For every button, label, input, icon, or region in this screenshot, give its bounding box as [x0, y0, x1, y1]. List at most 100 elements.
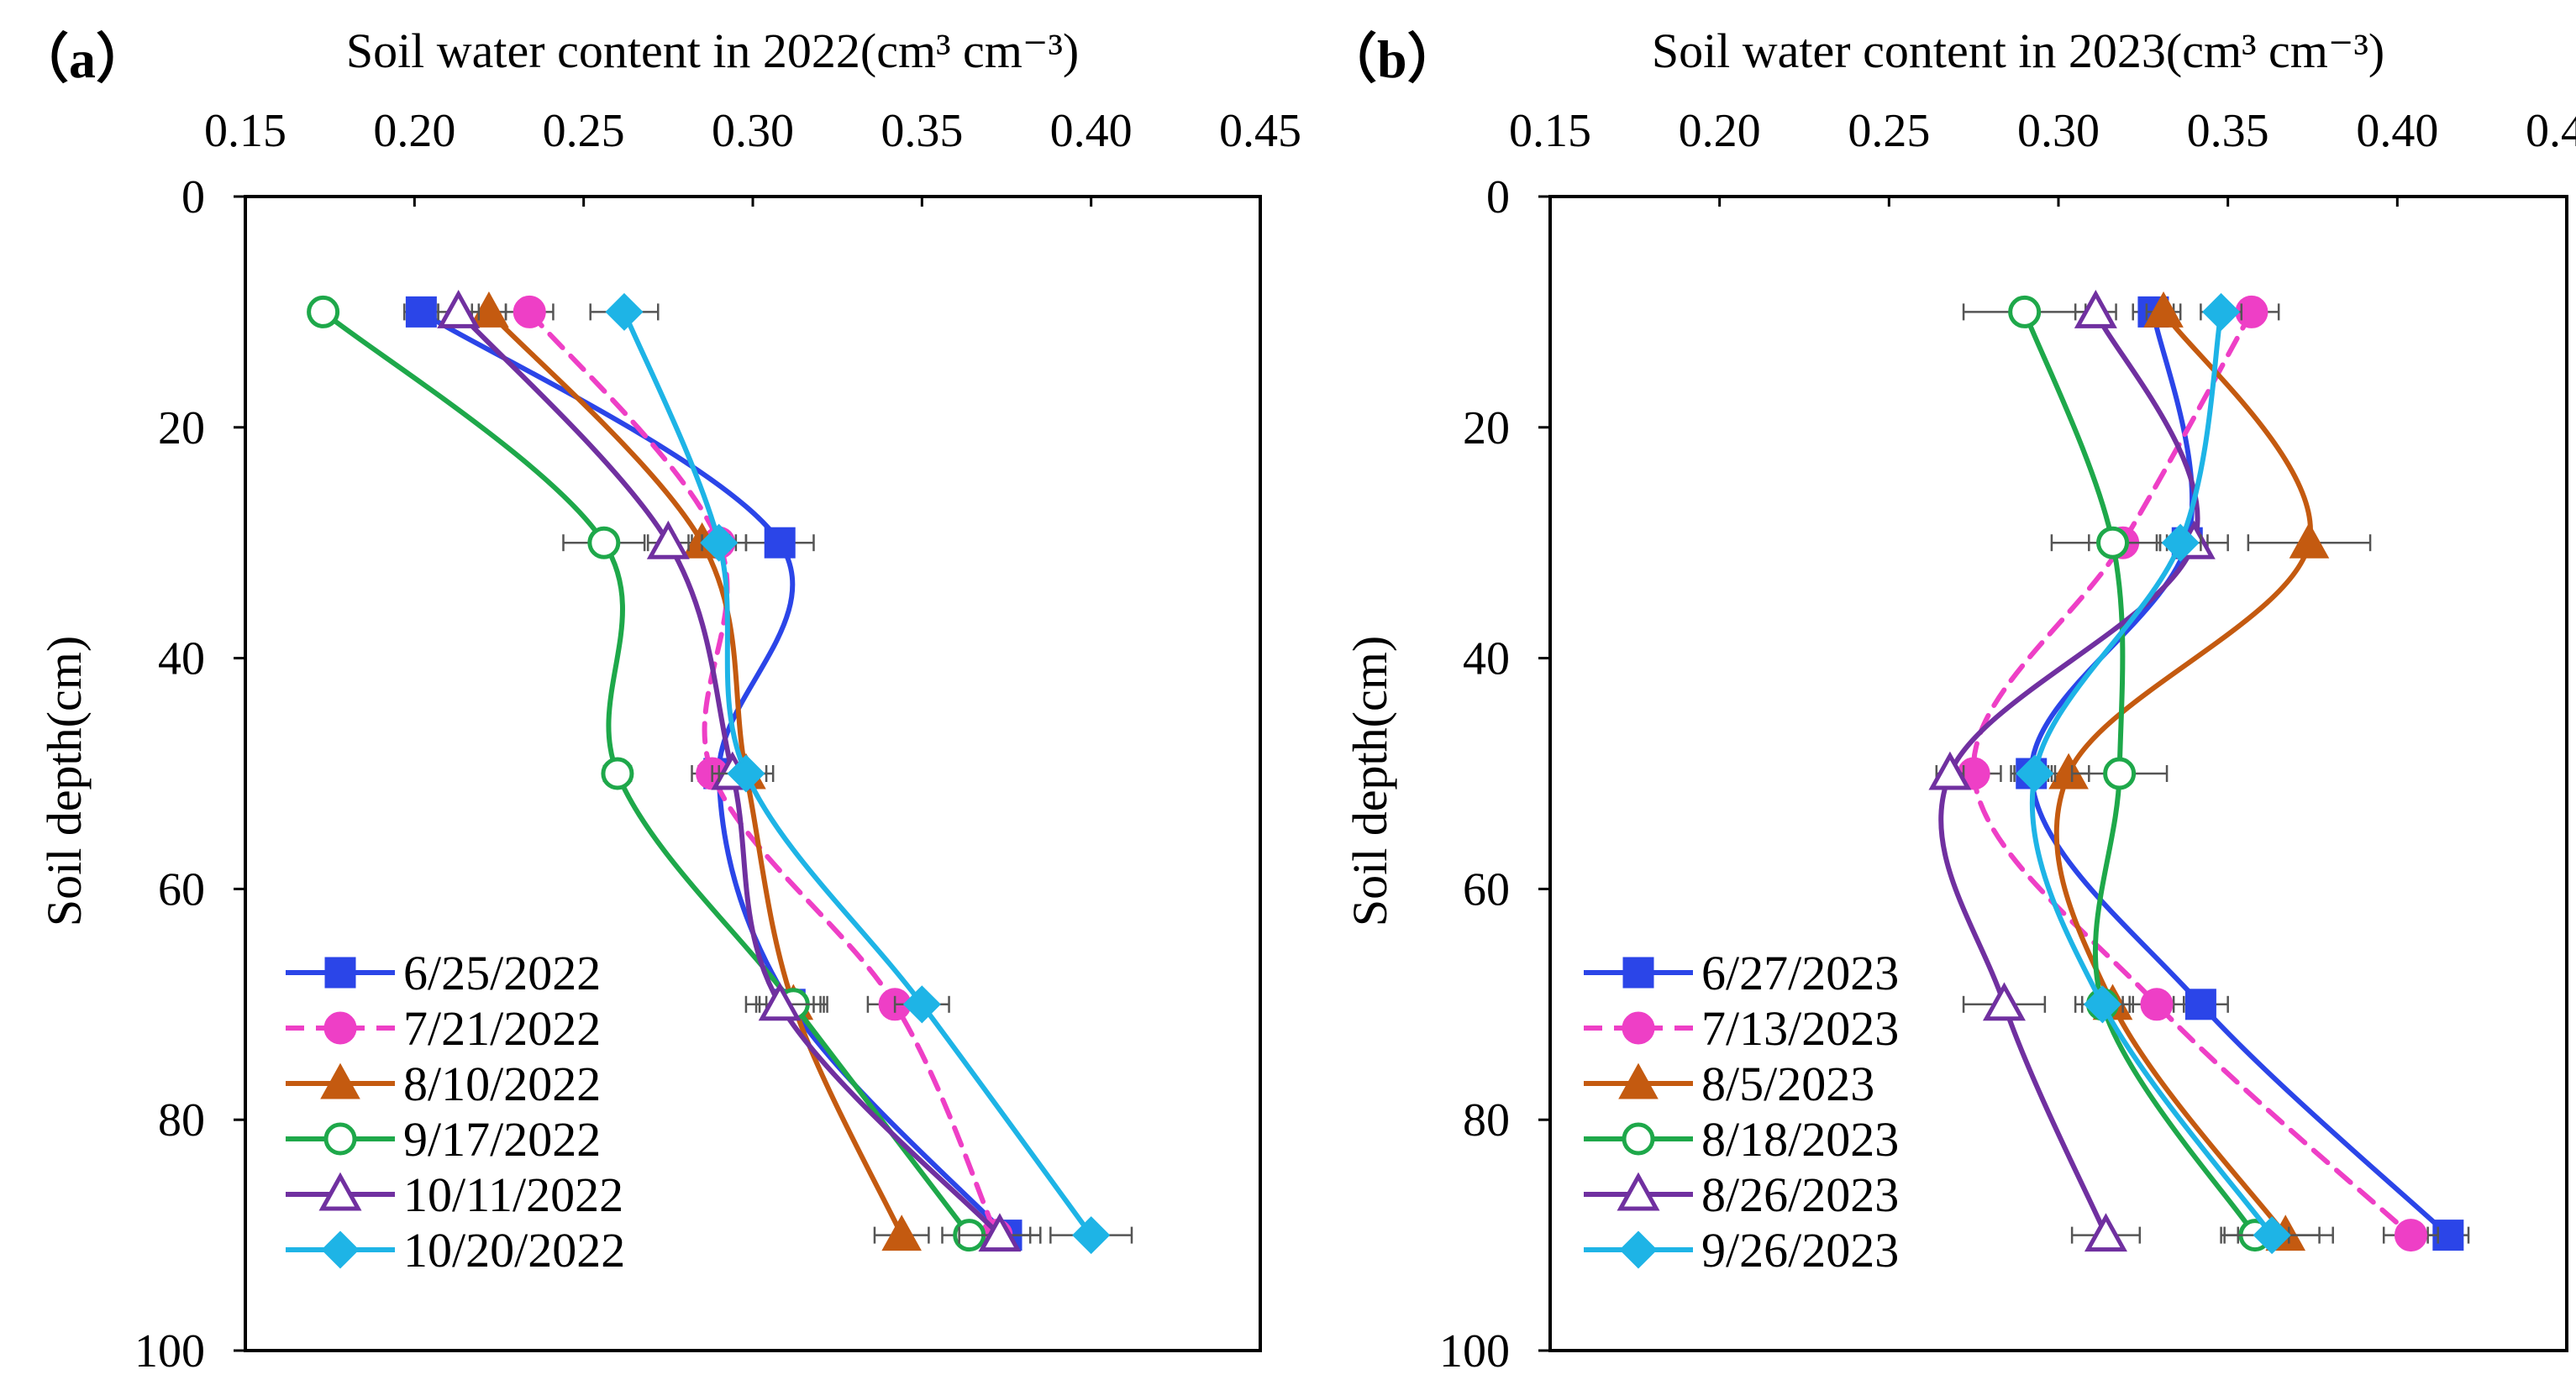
legend-label: 8/26/2023: [1701, 1167, 1899, 1222]
data-point: [2253, 1216, 2291, 1255]
x-tick-label: 0.45: [2526, 105, 2576, 157]
y-tick-label: 60: [158, 863, 205, 915]
legend-entry: 10/20/2022: [286, 1223, 625, 1277]
data-point: [605, 292, 644, 331]
legend-entry: 9/26/2023: [1584, 1223, 1899, 1277]
series-line: [2053, 309, 2313, 1238]
series-10/20/2022: [589, 292, 1133, 1255]
panel-label: （b）: [1323, 29, 1461, 89]
data-point: [513, 295, 546, 328]
legend-marker: [1622, 957, 1654, 989]
x-tick-label: 0.35: [881, 105, 963, 157]
legend-marker: [323, 1011, 357, 1045]
x-tick-label: 0.45: [1219, 105, 1301, 157]
data-point: [902, 985, 941, 1024]
legend-marker: [1617, 1172, 1660, 1211]
data-point: [1072, 1216, 1111, 1255]
data-point: [2184, 989, 2216, 1020]
y-tick-label: 0: [1486, 171, 1510, 223]
legend-label: 10/11/2022: [403, 1167, 623, 1222]
legend-entry: 10/11/2022: [286, 1167, 623, 1222]
x-tick-label: 0.15: [204, 105, 287, 157]
y-tick-label: 80: [1463, 1094, 1510, 1146]
y-tick-label: 40: [1463, 633, 1510, 685]
data-point: [758, 982, 802, 1021]
legend-label: 6/25/2022: [403, 946, 601, 1000]
x-axis-title: Soil water content in 2022(cm³ cm⁻³): [346, 24, 1079, 78]
y-tick-label: 40: [158, 633, 205, 685]
legend-marker: [324, 957, 356, 989]
panel-label: （a）: [15, 29, 150, 89]
data-point: [469, 291, 509, 328]
x-tick-label: 0.15: [1509, 105, 1591, 157]
data-point: [601, 757, 634, 790]
data-point: [1982, 982, 2026, 1021]
series-9/26/2023: [2013, 292, 2321, 1255]
x-tick-label: 0.40: [1050, 105, 1133, 157]
legend-entry: 6/27/2023: [1584, 946, 1899, 1000]
legend-label: 8/5/2023: [1701, 1057, 1874, 1111]
data-point: [405, 296, 437, 328]
legend-entry: 6/25/2022: [286, 946, 601, 1000]
data-point: [2048, 753, 2089, 790]
y-tick-label: 60: [1463, 863, 1510, 915]
y-tick-label: 20: [158, 402, 205, 454]
data-point: [2143, 291, 2184, 328]
y-tick-label: 80: [158, 1094, 205, 1146]
legend-marker: [320, 1062, 360, 1099]
y-tick-label: 0: [181, 171, 205, 223]
data-point: [2016, 754, 2054, 793]
legend-label: 8/10/2022: [403, 1057, 601, 1111]
legend-label: 8/18/2023: [1701, 1112, 1899, 1167]
x-tick-label: 0.30: [2017, 105, 2100, 157]
data-point: [881, 1214, 922, 1251]
data-point: [978, 1213, 1022, 1252]
legend-marker: [321, 1230, 360, 1269]
data-point: [2084, 1213, 2127, 1252]
data-point: [646, 520, 690, 559]
legend-marker: [1622, 1122, 1655, 1156]
data-point: [307, 295, 340, 328]
panel-b: （b） Soil water content in 2023(cm³ cm⁻³)…: [1323, 24, 2576, 1377]
data-point: [2074, 290, 2117, 328]
data-point: [1928, 751, 1972, 790]
y-tick-label: 20: [1463, 402, 1510, 454]
data-point: [700, 523, 739, 562]
data-point: [2103, 757, 2137, 790]
legend-entry: 7/21/2022: [286, 1001, 601, 1056]
x-axis-title: Soil water content in 2023(cm³ cm⁻³): [1652, 24, 2384, 78]
x-tick-label: 0.40: [2356, 105, 2438, 157]
legend-entry: 9/17/2022: [286, 1112, 601, 1167]
data-point: [587, 526, 621, 559]
legend-marker: [1618, 1062, 1659, 1099]
data-point: [2394, 1219, 2427, 1252]
x-tick-label: 0.25: [1848, 105, 1930, 157]
legend-marker: [1619, 1230, 1658, 1269]
legend-entry: 8/5/2023: [1584, 1057, 1874, 1111]
data-point: [2161, 523, 2200, 562]
data-point: [437, 290, 481, 328]
legend-entry: 8/10/2022: [286, 1057, 601, 1111]
x-tick-label: 0.30: [712, 105, 794, 157]
legend-label: 6/27/2023: [1701, 946, 1899, 1000]
legend-label: 9/17/2022: [403, 1112, 601, 1167]
legend-marker: [1622, 1011, 1655, 1045]
x-tick-label: 0.25: [543, 105, 625, 157]
series-8/5/2023: [2047, 291, 2372, 1251]
data-point: [2140, 988, 2174, 1021]
legend-label: 10/20/2022: [403, 1223, 625, 1277]
legend-marker: [323, 1122, 357, 1156]
legend-marker: [318, 1172, 362, 1211]
series-10/11/2022: [437, 290, 1042, 1252]
y-tick-label: 100: [134, 1325, 205, 1377]
data-point: [2096, 526, 2130, 559]
x-tick-label: 0.20: [373, 105, 455, 157]
legend-label: 7/21/2022: [403, 1001, 601, 1056]
x-tick-label: 0.20: [1679, 105, 1761, 157]
legend-entry: 8/26/2023: [1584, 1167, 1899, 1222]
series-8/26/2023: [1928, 290, 2229, 1252]
data-point: [2202, 292, 2241, 331]
legend-entry: 8/18/2023: [1584, 1112, 1899, 1167]
